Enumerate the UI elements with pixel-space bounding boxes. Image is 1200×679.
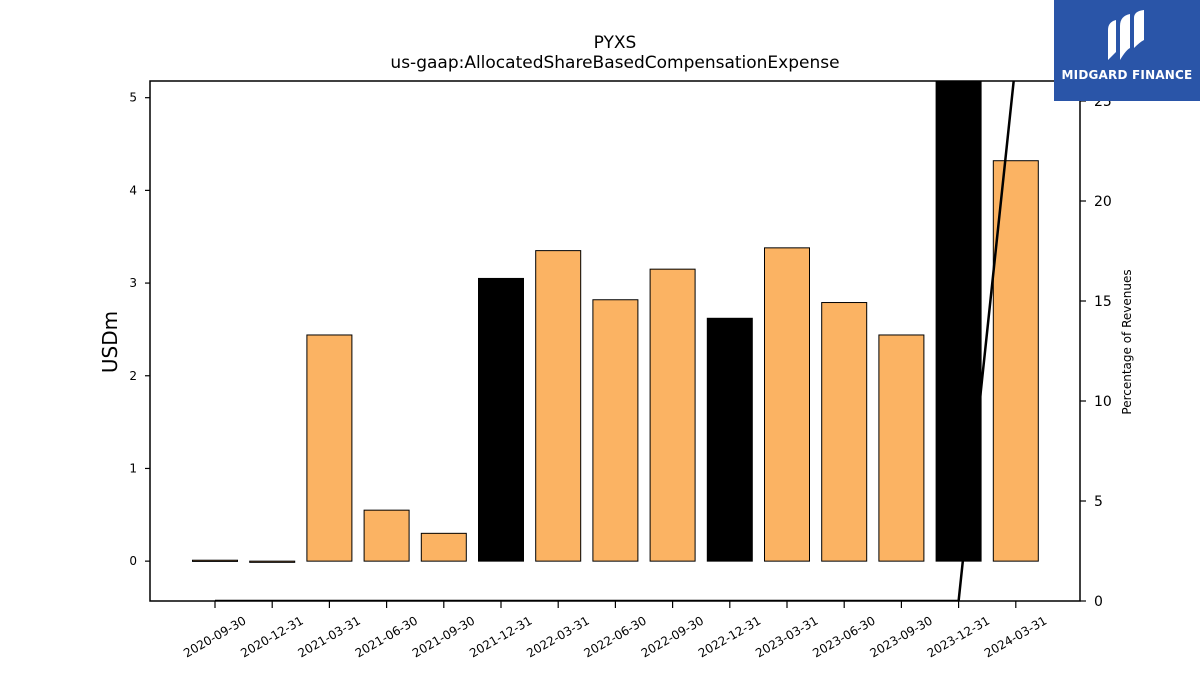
y2-tick-label: 0 <box>1094 594 1103 610</box>
brand-logo: MIDGARD FINANCE <box>1054 0 1200 101</box>
midgard-logo-icon <box>1108 10 1144 60</box>
x-tick-label: 2022-09-30 <box>639 613 706 660</box>
x-tick-label: 2022-12-31 <box>696 613 763 660</box>
bar-2023-12-31 <box>935 81 982 562</box>
x-tick-label: 2021-09-30 <box>410 613 477 660</box>
x-tick-label: 2022-06-30 <box>581 613 648 660</box>
bar-2020-12-31 <box>249 560 296 563</box>
x-tick-label: 2020-12-31 <box>238 613 305 660</box>
bar-2021-12-31 <box>478 277 524 562</box>
logo-text: MIDGARD FINANCE <box>1061 68 1193 82</box>
x-tick-label: 2021-12-31 <box>467 613 534 660</box>
chart-title: PYXS <box>594 33 637 53</box>
bar-2023-09-30 <box>878 334 925 562</box>
x-tick-label: 2021-03-31 <box>295 613 362 660</box>
y2-axis-label: Percentage of Revenues <box>1120 269 1134 414</box>
x-tick-label: 2023-12-31 <box>925 613 992 660</box>
bar-2023-03-31 <box>764 247 810 562</box>
y2-tick-label: 10 <box>1094 394 1112 410</box>
y-tick-label: 1 <box>129 461 137 475</box>
bar-2021-03-31 <box>306 334 353 562</box>
bar-2021-06-30 <box>363 509 410 562</box>
bar-2022-06-30 <box>592 299 639 562</box>
x-tick-label: 2024-03-31 <box>982 613 1049 660</box>
bar-2023-06-30 <box>821 302 868 562</box>
bar-2020-09-30 <box>192 559 238 562</box>
x-tick-label: 2023-09-30 <box>867 613 934 660</box>
x-tick-label: 2023-03-31 <box>753 613 820 660</box>
bar-2022-03-31 <box>535 250 582 562</box>
x-tick-label: 2022-03-31 <box>524 613 591 660</box>
y-axis-label: USDm <box>98 311 122 373</box>
x-tick-label: 2020-09-30 <box>181 613 248 660</box>
y-tick-label: 5 <box>129 91 137 105</box>
bar-2022-09-30 <box>649 268 696 562</box>
y-tick-label: 2 <box>129 369 137 383</box>
y-tick-label: 3 <box>129 276 137 290</box>
y2-tick-label: 5 <box>1094 494 1103 510</box>
y2-tick-label: 15 <box>1094 294 1112 310</box>
x-tick-label: 2023-06-30 <box>810 613 877 660</box>
bar-2022-12-31 <box>706 317 753 562</box>
chart-subtitle: us-gaap:AllocatedShareBasedCompensationE… <box>390 53 839 73</box>
y-tick-label: 0 <box>129 554 137 568</box>
bar-2024-03-31 <box>992 160 1039 562</box>
y-tick-label: 4 <box>129 183 137 197</box>
bar-2021-09-30 <box>420 532 467 562</box>
y2-tick-label: 20 <box>1094 194 1112 210</box>
bars-layer <box>192 81 1039 563</box>
x-tick-label: 2021-06-30 <box>353 613 420 660</box>
